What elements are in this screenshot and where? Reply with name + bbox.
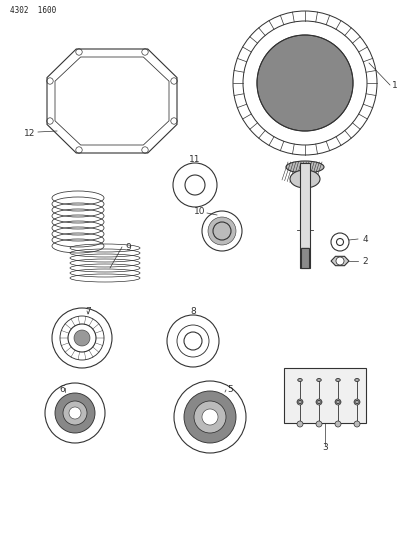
Text: 4302  1600: 4302 1600	[10, 6, 56, 15]
Circle shape	[297, 421, 303, 427]
Text: 5: 5	[227, 385, 233, 394]
Circle shape	[55, 393, 95, 433]
Circle shape	[297, 399, 303, 405]
Ellipse shape	[336, 400, 340, 403]
Ellipse shape	[317, 378, 321, 382]
Circle shape	[69, 407, 81, 419]
Text: 11: 11	[189, 156, 201, 165]
Circle shape	[335, 421, 341, 427]
Circle shape	[336, 257, 344, 265]
Text: 12: 12	[24, 128, 35, 138]
Circle shape	[257, 35, 353, 131]
Polygon shape	[331, 256, 349, 265]
Circle shape	[316, 399, 322, 405]
Circle shape	[63, 401, 87, 425]
Bar	[300, 163, 310, 268]
Circle shape	[202, 409, 218, 425]
Ellipse shape	[298, 400, 302, 403]
Text: 3: 3	[322, 443, 328, 453]
Bar	[284, 367, 366, 423]
Ellipse shape	[286, 161, 324, 173]
Circle shape	[194, 401, 226, 433]
Circle shape	[208, 217, 236, 245]
Ellipse shape	[336, 378, 340, 382]
Ellipse shape	[355, 400, 359, 403]
Text: 10: 10	[194, 206, 206, 215]
Ellipse shape	[355, 378, 359, 382]
Circle shape	[184, 391, 236, 443]
Ellipse shape	[317, 400, 321, 403]
Text: 2: 2	[362, 256, 368, 265]
Text: 7: 7	[85, 306, 91, 316]
Ellipse shape	[290, 170, 320, 188]
Text: 9: 9	[125, 243, 131, 252]
Text: 6: 6	[59, 385, 65, 394]
Circle shape	[354, 421, 360, 427]
Circle shape	[74, 330, 90, 346]
Text: 1: 1	[392, 80, 398, 90]
Text: 8: 8	[190, 308, 196, 317]
Circle shape	[335, 399, 341, 405]
Circle shape	[316, 421, 322, 427]
Ellipse shape	[298, 378, 302, 382]
Bar	[301, 248, 309, 268]
Circle shape	[354, 399, 360, 405]
Text: 4: 4	[362, 235, 368, 244]
